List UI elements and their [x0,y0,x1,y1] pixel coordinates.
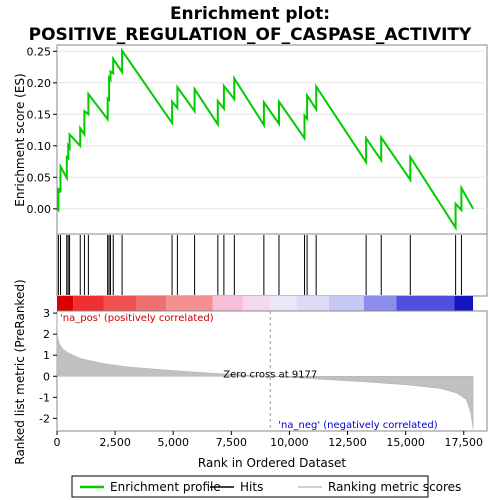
es-y-tick-label: 0.15 [27,108,52,121]
colorbar-segment [363,296,397,311]
colorbar-segment [103,296,137,311]
hits-panel-frame [56,233,488,297]
colorbar-segment [242,296,271,311]
legend-label: Hits [240,480,263,494]
es-panel-frame [56,44,488,235]
positive-correlation-label: 'na_pos' (positively correlated) [60,313,214,324]
ranking-x-tick-label: 2,500 [99,436,131,449]
chart-subtitle: POSITIVE_REGULATION_OF_CASPASE_ACTIVITY [29,25,472,45]
ranking-x-axis-label: Rank in Ordered Dataset [198,456,346,470]
colorbar-segment [57,296,74,311]
ranking-x-tick-label: 15,000 [386,436,425,449]
zero-cross-label: Zero cross at 9177 [223,369,317,380]
es-y-tick-label: 0.20 [27,77,52,90]
ranking-x-tick-label: 5,000 [157,436,189,449]
ranking-x-tick-label: 0 [54,436,61,449]
ranking-y-tick-label: -2 [39,412,50,425]
es-y-axis-label: Enrichment score (ES) [13,73,27,206]
es-y-tick-label: 0.25 [27,45,52,58]
ranking-metric-area [56,310,474,429]
colorbar-segment [270,296,297,311]
es-y-tick-label: 0.10 [27,140,52,153]
chart-title: Enrichment plot: [170,4,330,24]
colorbar-segment [328,296,364,311]
es-y-tick-label: 0.00 [27,203,52,216]
colorbar-segment [212,296,243,311]
ranking-y-tick-label: 0 [43,370,50,383]
colorbar-segment [296,296,329,311]
colorbar-segment [73,296,104,311]
ranking-x-tick-label: 10,000 [270,436,309,449]
enrichment-profile-line [56,47,474,232]
ranking-y-tick-label: 1 [43,349,50,362]
colorbar-segment [454,296,474,311]
hit-markers [57,235,462,295]
ranking-y-tick-label: 2 [43,328,50,341]
ranking-x-axis: 0 2,500 5,000 7,500 10,000 12,500 15,000 17,500 [54,431,484,449]
ranking-y-tick-label: -1 [39,391,50,404]
legend-box [71,475,429,498]
ranking-colorbar [57,296,474,311]
ranking-x-tick-label: 7,500 [216,436,248,449]
es-y-tick-label: 0.05 [27,171,52,184]
ranking-x-tick-label: 12,500 [328,436,367,449]
ranking-y-axis: -2 -1 0 1 2 3 [39,307,57,425]
ranking-y-axis-label: Ranked list metric (PreRanked) [13,279,27,464]
colorbar-segment [136,296,167,311]
ranking-x-tick-label: 17,500 [445,436,484,449]
es-y-axis: 0.00 0.05 0.10 0.15 0.20 0.25 [27,45,487,216]
legend: Enrichment profile Hits Ranking metric sco… [80,480,461,494]
ranking-y-tick-label: 3 [43,307,50,320]
legend-label: Ranking metric scores [328,480,461,494]
colorbar-segment [166,296,213,311]
negative-correlation-label: 'na_neg' (negatively correlated) [278,420,437,431]
legend-label: Enrichment profile [110,480,221,494]
colorbar-segment [396,296,455,311]
